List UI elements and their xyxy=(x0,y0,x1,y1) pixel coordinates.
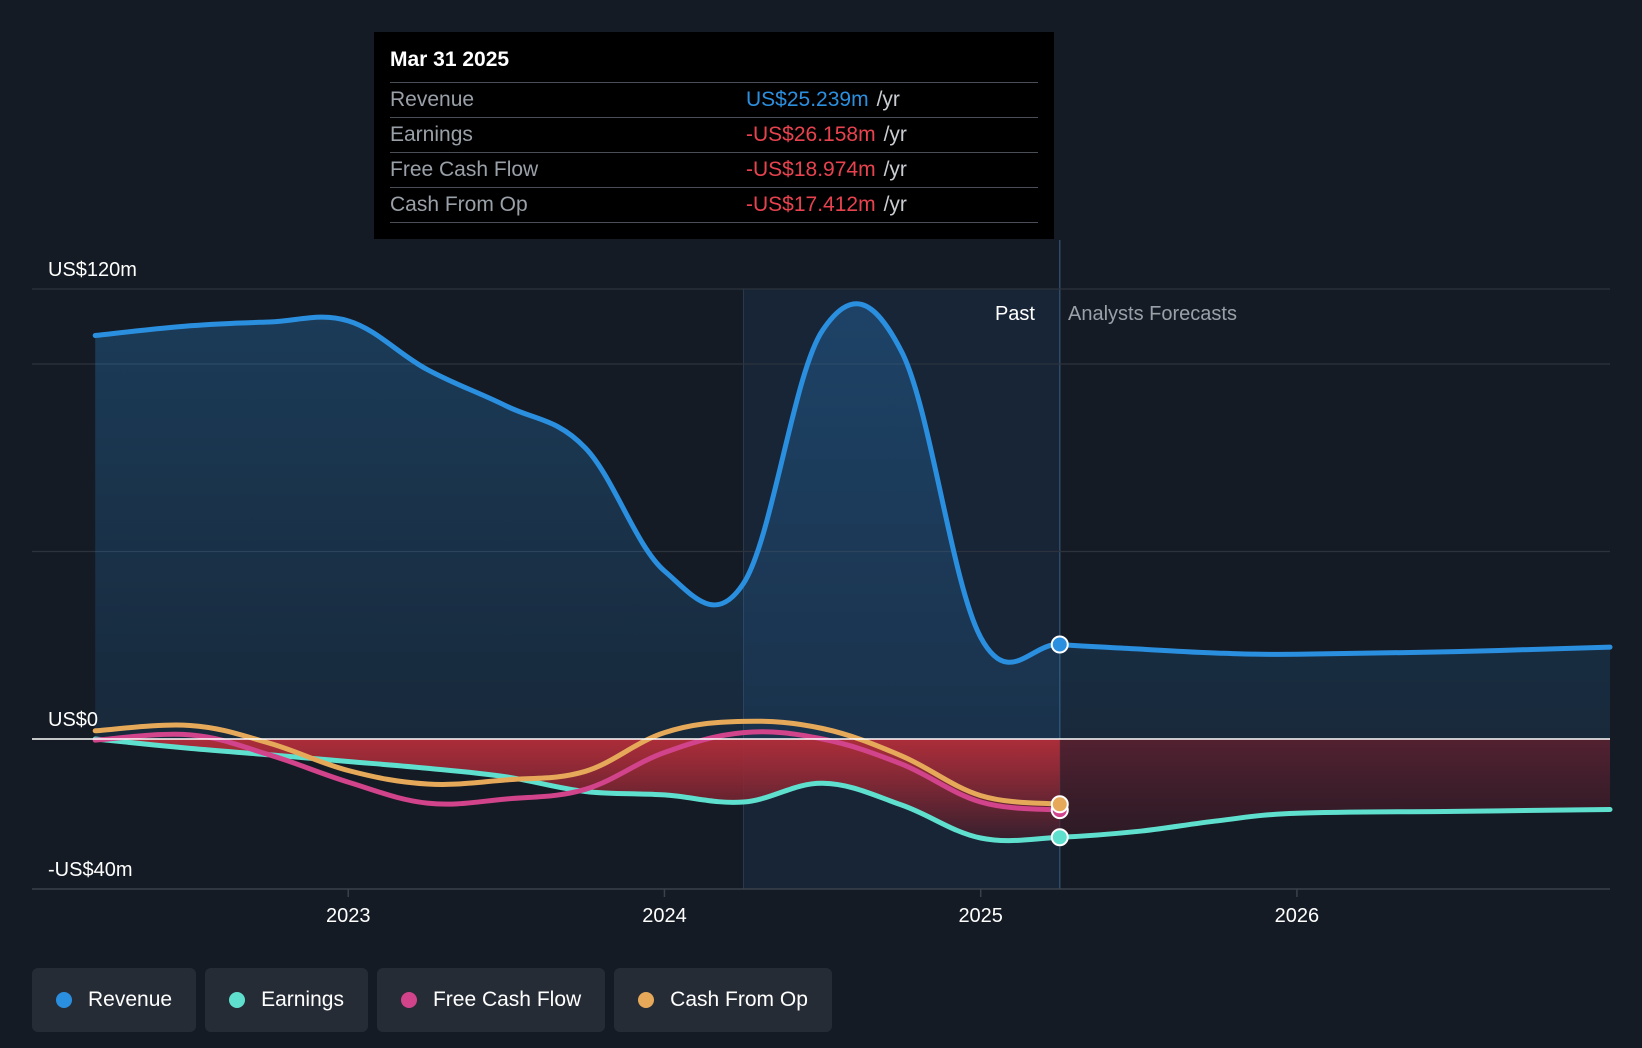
forecast-label: Analysts Forecasts xyxy=(1068,303,1237,325)
x-tick-label: 2026 xyxy=(1275,905,1320,927)
legend-label: Revenue xyxy=(88,988,173,1011)
legend-dot-icon xyxy=(400,992,417,1008)
tooltip: Mar 31 2025 Revenue US$25.239m /yr Earni… xyxy=(374,32,1054,239)
legend-item-earnings[interactable]: Earnings xyxy=(205,968,368,1032)
revenue-marker xyxy=(1050,635,1069,654)
y-tick-label: US$0 xyxy=(48,709,98,731)
legend-label: Free Cash Flow xyxy=(432,988,582,1011)
tooltip-unit: /yr xyxy=(883,123,907,146)
tooltip-row-free-cash-flow: Free Cash Flow -US$18.974m /yr xyxy=(390,152,1038,187)
tooltip-value: -US$17.412m xyxy=(746,193,876,216)
legend-label: Cash From Op xyxy=(670,988,808,1011)
tooltip-value: -US$26.158m xyxy=(746,123,876,146)
x-tick-label: 2025 xyxy=(958,905,1003,927)
earnings-marker xyxy=(1050,828,1069,847)
tooltip-label: Revenue xyxy=(390,88,475,111)
tooltip-unit: /yr xyxy=(883,158,907,181)
tooltip-row-cash-from-op: Cash From Op -US$17.412m /yr xyxy=(390,187,1038,223)
cash-from-op-line xyxy=(92,718,1063,807)
free-cash-flow-line xyxy=(92,729,1063,813)
earnings-line xyxy=(92,736,1613,844)
tooltip-row-revenue: Revenue US$25.239m /yr xyxy=(390,82,1038,117)
legend-dot-icon xyxy=(56,992,72,1008)
revenue-area xyxy=(95,303,1611,739)
legend-item-free-cash-flow[interactable]: Free Cash Flow xyxy=(376,968,606,1032)
tooltip-row-earnings: Earnings -US$26.158m /yr xyxy=(390,117,1038,152)
cash-from-op-marker xyxy=(1050,795,1069,814)
legend-item-cash-from-op[interactable]: Cash From Op xyxy=(614,968,832,1032)
tooltip-label: Free Cash Flow xyxy=(390,158,539,181)
tooltip-unit: /yr xyxy=(876,88,900,111)
tooltip-unit: /yr xyxy=(883,193,907,216)
tooltip-label: Cash From Op xyxy=(390,193,528,216)
y-tick-label: US$120m xyxy=(48,259,137,281)
legend: Revenue Earnings Free Cash Flow Cash Fro… xyxy=(32,968,832,1032)
past-label: Past xyxy=(995,303,1035,325)
revenue-line xyxy=(92,301,1613,665)
tooltip-value: -US$18.974m xyxy=(746,158,876,181)
x-tick-label: 2023 xyxy=(326,905,371,927)
legend-label: Earnings xyxy=(261,988,344,1011)
x-tick-label: 2024 xyxy=(642,905,687,927)
legend-dot-icon xyxy=(638,992,655,1008)
legend-dot-icon xyxy=(229,992,246,1008)
y-tick-label: -US$40m xyxy=(48,859,132,881)
tooltip-value: US$25.239m xyxy=(746,88,869,111)
legend-item-revenue[interactable]: Revenue xyxy=(32,968,197,1032)
tooltip-date: Mar 31 2025 xyxy=(390,48,510,71)
tooltip-label: Earnings xyxy=(390,123,473,146)
